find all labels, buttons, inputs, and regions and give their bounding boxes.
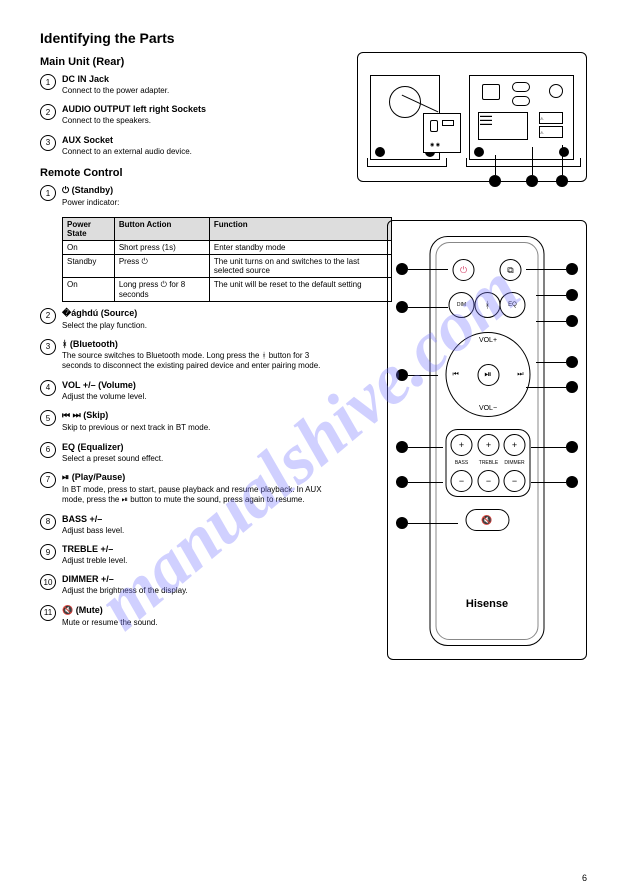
- btn-bluetooth: ᚼ: [475, 292, 501, 318]
- remote-item-2: 2 �ághdú (Source) Select the play functi…: [40, 308, 341, 331]
- num-r10: 10: [40, 574, 56, 590]
- btn-bass-up: +: [451, 434, 473, 456]
- rear-1-title: DC IN Jack: [62, 74, 341, 84]
- rear-2-title: AUDIO OUTPUT left right Sockets: [62, 104, 341, 114]
- zoom-detail: ◉ ◉: [423, 113, 461, 153]
- bluetooth-icon: ᚼ: [262, 351, 267, 360]
- num-2: 2: [40, 104, 56, 120]
- lbl-dimmer: DIMMER: [504, 460, 526, 466]
- remote-item-8: 8 BASS +/– Adjust bass level.: [40, 514, 341, 536]
- th-state: Power State: [63, 217, 115, 240]
- rear-item-1: 1 DC IN Jack Connect to the power adapte…: [40, 74, 341, 96]
- remote-item-4: 4 VOL +/– (Volume) Adjust the volume lev…: [40, 380, 341, 402]
- rear-1-desc: Connect to the power adapter.: [62, 86, 341, 96]
- remote-item-7: 7 ⏯ (Play/Pause) In BT mode, press to st…: [40, 472, 341, 506]
- rear-2-desc: Connect to the speakers.: [62, 116, 341, 126]
- th-action: Button Action: [114, 217, 209, 240]
- btn-bass-down: −: [451, 470, 473, 492]
- skip-prev-icon: ⏮: [62, 410, 70, 420]
- num-r6: 6: [40, 442, 56, 458]
- btn-treble-down: −: [478, 470, 500, 492]
- num-r2: 2: [40, 308, 56, 324]
- num-r7: 7: [40, 472, 56, 488]
- remote-item-11: 11 🔇 (Mute) Mute or resume the sound.: [40, 605, 341, 628]
- r1-suffix: (Standby): [72, 185, 114, 195]
- dpad-cluster: ⏯ VOL+ VOL− ⏮ ⏭: [446, 332, 531, 417]
- remote-item-1: 1 ⏻ (Standby) Power indicator:: [40, 185, 341, 208]
- btn-power: ⏻: [453, 259, 475, 281]
- num-3: 3: [40, 135, 56, 151]
- remote-item-9: 9 TREBLE +/– Adjust treble level.: [40, 544, 341, 566]
- num-r8: 8: [40, 514, 56, 530]
- btn-play-pause: ⏯: [477, 364, 499, 386]
- btn-eq: EQ: [500, 292, 526, 318]
- power-icon: ⏻: [142, 257, 148, 266]
- remote-body: ⏻ ⧉ DIM ᚼ EQ ⏯ VOL+ VOL− ⏮ ⏭ + + + BASS …: [430, 236, 545, 646]
- adjust-cluster: + + + BASS TREBLE DIMMER − − −: [446, 429, 531, 497]
- bluetooth-icon: ᚼ: [62, 339, 67, 349]
- play-pause-icon: ⏯: [122, 495, 128, 504]
- amp-rear: ⚠ ⚠ ▬▬▬▬▬▬▬▬▬: [469, 75, 574, 160]
- num-r5: 5: [40, 410, 56, 426]
- lbl-treble: TREBLE: [478, 460, 500, 466]
- remote-diagram: ⏻ ⧉ DIM ᚼ EQ ⏯ VOL+ VOL− ⏮ ⏭ + + + BASS …: [387, 220, 587, 660]
- r1-desc: Power indicator:: [62, 198, 341, 208]
- btn-dimmer: DIM: [449, 292, 475, 318]
- num-r3: 3: [40, 339, 56, 355]
- power-state-table: Power State Button Action Function On Sh…: [62, 217, 392, 302]
- skip-prev-icon: ⏮: [453, 371, 459, 379]
- remote-item-3: 3 ᚼ (Bluetooth) The source switches to B…: [40, 339, 341, 372]
- lbl-vol-down: VOL−: [447, 405, 530, 412]
- btn-dimmer-down: −: [504, 470, 526, 492]
- num-r11: 11: [40, 605, 56, 621]
- rear-item-3: 3 AUX Socket Connect to an external audi…: [40, 135, 341, 157]
- num-1: 1: [40, 74, 56, 90]
- btn-mute: 🔇: [465, 509, 509, 531]
- num-r4: 4: [40, 380, 56, 396]
- section-remote-title: Remote Control: [40, 167, 341, 179]
- th-function: Function: [209, 217, 391, 240]
- page-title: Identifying the Parts: [40, 30, 587, 46]
- skip-next-icon: ⏭: [517, 371, 523, 379]
- lbl-vol-up: VOL+: [447, 337, 530, 344]
- power-icon: ⏻: [62, 185, 69, 195]
- source-icon: �ághdú: [62, 308, 98, 318]
- rear-3-desc: Connect to an external audio device.: [62, 147, 341, 157]
- rear-item-2: 2 AUDIO OUTPUT left right Sockets Connec…: [40, 104, 341, 126]
- btn-treble-up: +: [478, 434, 500, 456]
- num-r9: 9: [40, 544, 56, 560]
- page-number: 6: [582, 873, 587, 883]
- rear-unit-diagram: ◉ ◉ ⚠ ⚠ ▬▬▬▬▬▬▬▬▬: [357, 52, 587, 182]
- section-rear-title: Main Unit (Rear): [40, 56, 341, 68]
- table-row: Standby Press ⏻ The unit turns on and sw…: [63, 254, 392, 277]
- remote-brand: Hisense: [431, 598, 544, 610]
- btn-source: ⧉: [500, 259, 522, 281]
- play-pause-icon: ⏯: [62, 472, 69, 482]
- num-r1: 1: [40, 185, 56, 201]
- skip-next-icon: ⏭: [73, 410, 81, 420]
- btn-dimmer-up: +: [504, 434, 526, 456]
- remote-item-6: 6 EQ (Equalizer) Select a preset sound e…: [40, 442, 341, 464]
- rear-3-title: AUX Socket: [62, 135, 341, 145]
- remote-item-5: 5 ⏮ ⏭ (Skip) Skip to previous or next tr…: [40, 410, 341, 433]
- power-icon: ⏻: [161, 280, 167, 289]
- lbl-bass: BASS: [451, 460, 473, 466]
- table-row: On Long press ⏻ for 8 seconds The unit w…: [63, 277, 392, 301]
- mute-icon: 🔇: [62, 605, 73, 615]
- table-row: On Short press (1s) Enter standby mode: [63, 240, 392, 254]
- remote-item-10: 10 DIMMER +/– Adjust the brightness of t…: [40, 574, 341, 596]
